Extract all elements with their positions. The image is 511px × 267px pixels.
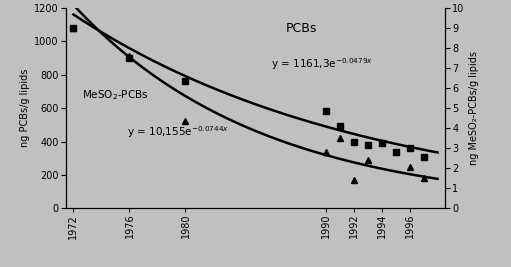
Text: MeSO$_2$-PCBs: MeSO$_2$-PCBs: [82, 88, 148, 102]
Text: y = 10,155e$^{-0.0744x}$: y = 10,155e$^{-0.0744x}$: [127, 124, 229, 140]
Text: y = 1161,3e$^{-0.0479x}$: y = 1161,3e$^{-0.0479x}$: [271, 56, 373, 72]
Text: PCBs: PCBs: [286, 22, 317, 35]
Y-axis label: ng PCBs/g lipids: ng PCBs/g lipids: [20, 69, 30, 147]
Y-axis label: ng MeSO₂-PCBs/g lipids: ng MeSO₂-PCBs/g lipids: [469, 51, 479, 165]
